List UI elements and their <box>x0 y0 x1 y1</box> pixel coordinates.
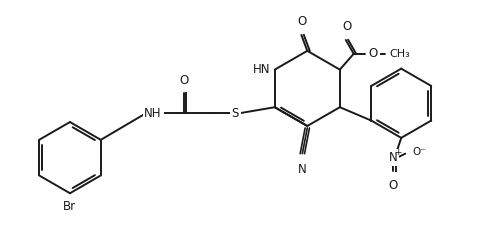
Text: S: S <box>231 107 239 120</box>
Text: O: O <box>389 180 398 192</box>
Text: N: N <box>389 151 398 164</box>
Text: NH: NH <box>144 107 162 120</box>
Text: HN: HN <box>253 63 271 76</box>
Text: N: N <box>298 162 307 175</box>
Text: O: O <box>342 20 351 33</box>
Text: O: O <box>368 47 378 60</box>
Text: O: O <box>179 74 188 88</box>
Text: Br: Br <box>62 200 75 213</box>
Text: +: + <box>394 148 402 157</box>
Text: O⁻: O⁻ <box>412 147 426 157</box>
Text: CH₃: CH₃ <box>389 49 410 59</box>
Text: O: O <box>298 15 307 28</box>
